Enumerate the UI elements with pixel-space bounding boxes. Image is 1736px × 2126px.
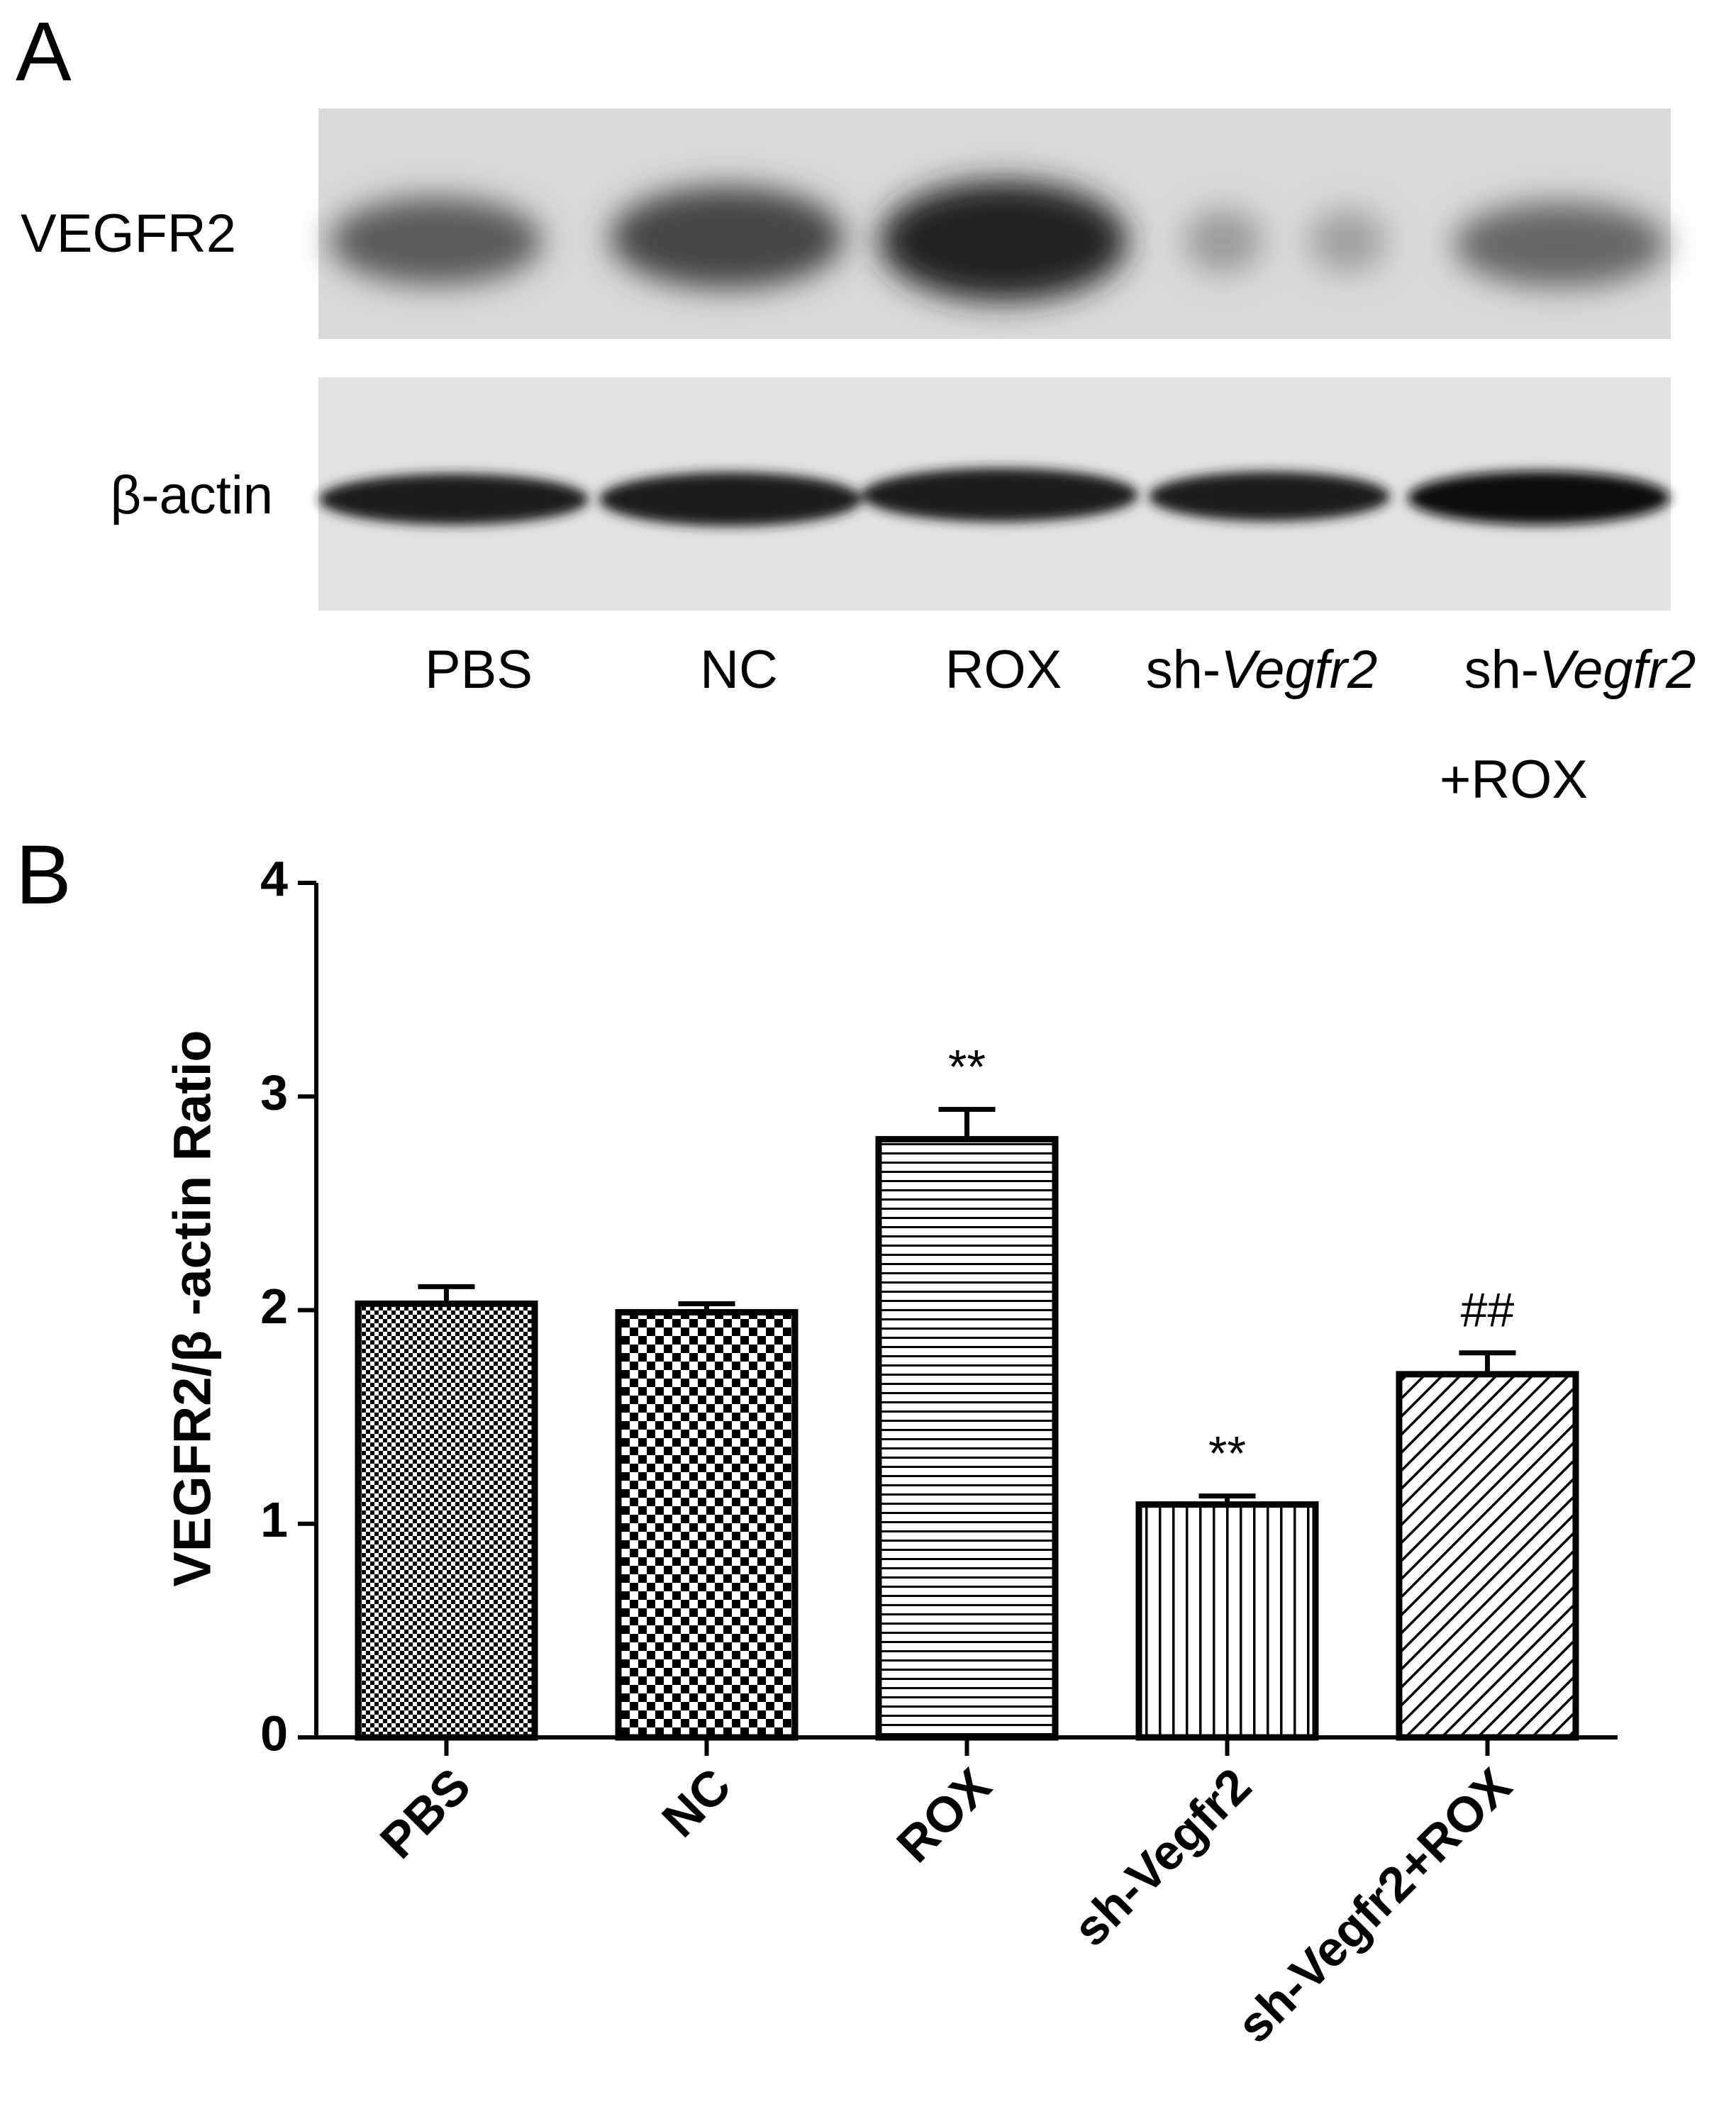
y-tick-label: 1 (260, 1492, 288, 1547)
lane-label: PBS (425, 640, 533, 700)
y-tick-label: 3 (260, 1065, 288, 1120)
significance-label: ** (1208, 1427, 1246, 1481)
y-tick-label: 4 (260, 851, 288, 906)
lane-label: NC (700, 640, 778, 700)
blot-actin (318, 377, 1671, 611)
significance-label: ** (948, 1040, 986, 1093)
blot-vegfr2 (318, 108, 1671, 339)
row-label: VEGFR2 (21, 204, 236, 264)
row-label: β-actin (110, 465, 273, 525)
y-tick-label: 0 (260, 1705, 288, 1761)
panel-label: B (16, 828, 72, 922)
x-tick-label: PBS (369, 1758, 481, 1869)
lane-label: ROX (945, 640, 1062, 700)
lane-label: +ROX (1440, 750, 1588, 810)
lane-label: sh-Vegfr2 (1464, 640, 1696, 700)
x-tick-label: sh-Vegfr2 (1062, 1758, 1262, 1957)
x-tick-label: sh-Vegfr2+ROX (1226, 1757, 1522, 2053)
bar (355, 1300, 538, 1741)
x-tick-label: ROX (886, 1757, 1002, 1873)
y-axis-label: VEGFR2/β -actin Ratio (163, 1030, 222, 1586)
significance-label: ## (1461, 1284, 1515, 1337)
x-tick-label: NC (652, 1758, 742, 1848)
bar (1396, 1371, 1579, 1741)
y-tick-label: 2 (260, 1279, 288, 1334)
bar (1135, 1501, 1319, 1741)
bar (875, 1136, 1059, 1741)
panel-label: A (16, 5, 72, 99)
lane-label: sh-Vegfr2 (1146, 640, 1378, 700)
bar (615, 1309, 799, 1741)
